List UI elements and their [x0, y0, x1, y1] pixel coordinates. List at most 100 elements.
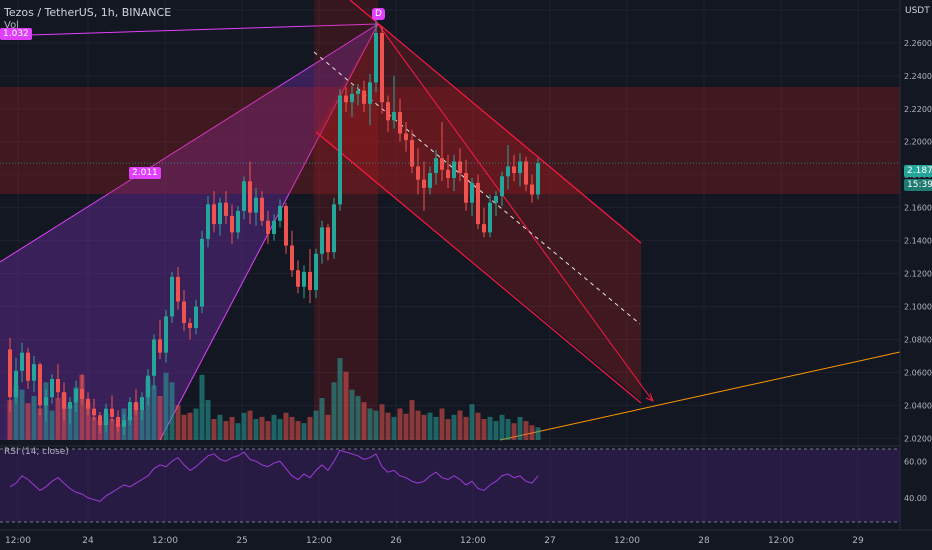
- candle-body: [266, 220, 270, 235]
- volume-bar: [439, 408, 445, 440]
- candle-body: [404, 133, 408, 141]
- x-tick-label: 12:00: [768, 536, 794, 546]
- candle-body: [62, 392, 66, 409]
- candle-body: [134, 402, 138, 411]
- channel-line: [315, 131, 642, 404]
- candle-body: [350, 93, 354, 103]
- arrow-head: [645, 392, 654, 402]
- candle-body: [122, 420, 126, 427]
- channel-median: [313, 51, 641, 325]
- candle-body: [86, 398, 90, 409]
- volume-bar: [235, 423, 241, 440]
- volume-bar: [385, 412, 391, 440]
- volume-bar: [421, 414, 427, 440]
- volume-bar: [241, 412, 247, 440]
- volume-bar: [445, 419, 451, 440]
- candle-body: [194, 306, 198, 328]
- level-label-2: 2.011: [129, 167, 161, 179]
- candle-body: [536, 163, 540, 195]
- volume-bar: [511, 423, 517, 440]
- candle-body: [380, 32, 384, 103]
- candle-body: [518, 161, 522, 174]
- candle-body: [530, 184, 534, 195]
- volume-bar: [463, 416, 469, 440]
- volume-bar: [181, 414, 187, 440]
- candle-body: [92, 408, 96, 416]
- volume-bar: [133, 403, 139, 440]
- rsi-line: [9, 449, 539, 502]
- x-tick-label: 12:00: [614, 536, 640, 546]
- candle-body: [68, 402, 72, 409]
- last-price-badge: 2.1870: [904, 165, 932, 177]
- candle-body: [212, 204, 216, 225]
- volume-bar: [7, 400, 13, 440]
- candle-body: [332, 204, 336, 253]
- candle-body: [278, 205, 282, 221]
- channel-line: [349, 0, 642, 244]
- candle-body: [140, 397, 144, 411]
- candle-body: [512, 166, 516, 174]
- symbol-title: Tezos / TetherUS, 1h, BINANCE: [4, 6, 172, 19]
- volume-bar: [523, 421, 529, 440]
- candle-body: [452, 161, 456, 178]
- volume-bar: [355, 395, 361, 440]
- candle-body: [254, 197, 258, 213]
- volume-bar: [139, 410, 145, 440]
- candle-body: [74, 388, 78, 403]
- y-tick-label: 2.1200: [904, 270, 932, 279]
- volume-bar: [403, 413, 409, 440]
- volume-bar: [151, 385, 157, 440]
- y-tick-label: 2.2200: [904, 105, 932, 114]
- candle-body: [386, 102, 390, 121]
- volume-bar: [481, 419, 487, 440]
- volume-bar: [193, 408, 199, 440]
- candle-body: [242, 181, 246, 211]
- x-tick-label: 28: [698, 536, 710, 546]
- volume-bar: [253, 419, 259, 440]
- candle-body: [224, 202, 228, 216]
- x-tick-label: 12:00: [5, 536, 31, 546]
- volume-bar: [397, 408, 403, 440]
- x-tick-label: 12:00: [306, 536, 332, 546]
- candle-body: [260, 197, 264, 221]
- volume-bar: [451, 414, 457, 440]
- candle-body: [182, 301, 186, 323]
- x-tick-label: 26: [390, 536, 402, 546]
- volume-bar: [13, 385, 19, 440]
- volume-bar: [487, 416, 493, 440]
- volume-bar: [55, 398, 61, 440]
- candle-body: [434, 158, 438, 174]
- volume-bar: [145, 379, 151, 440]
- candle-body: [14, 370, 18, 398]
- candle-body: [98, 415, 102, 426]
- rsi-band: [0, 449, 900, 522]
- candle-body: [458, 161, 462, 174]
- candle-body: [50, 379, 54, 398]
- y-tick-label: 2.1400: [904, 237, 932, 246]
- volume-bar: [277, 419, 283, 440]
- candle-body: [422, 179, 426, 188]
- candle-body: [236, 210, 240, 233]
- candle-body: [104, 408, 108, 426]
- volume-bar: [361, 402, 367, 440]
- volume-bar: [91, 416, 97, 440]
- volume-bar: [517, 416, 523, 440]
- volume-bar: [37, 408, 43, 440]
- y-tick-label: 2.0800: [904, 335, 932, 344]
- volume-bar: [217, 414, 223, 440]
- candle-body: [116, 416, 120, 427]
- y-tick-label: 2.2400: [904, 72, 932, 81]
- candle-body: [284, 205, 288, 246]
- candle-body: [374, 32, 378, 83]
- candle-body: [218, 202, 222, 225]
- volume-bar: [289, 416, 295, 440]
- point-d-label: D: [372, 8, 385, 20]
- volume-bar: [283, 412, 289, 440]
- volume-bar: [367, 408, 373, 440]
- volume-bar: [427, 412, 433, 440]
- volume-bar: [205, 400, 211, 440]
- volume-bar: [223, 421, 229, 440]
- x-tick-label: 29: [852, 536, 864, 546]
